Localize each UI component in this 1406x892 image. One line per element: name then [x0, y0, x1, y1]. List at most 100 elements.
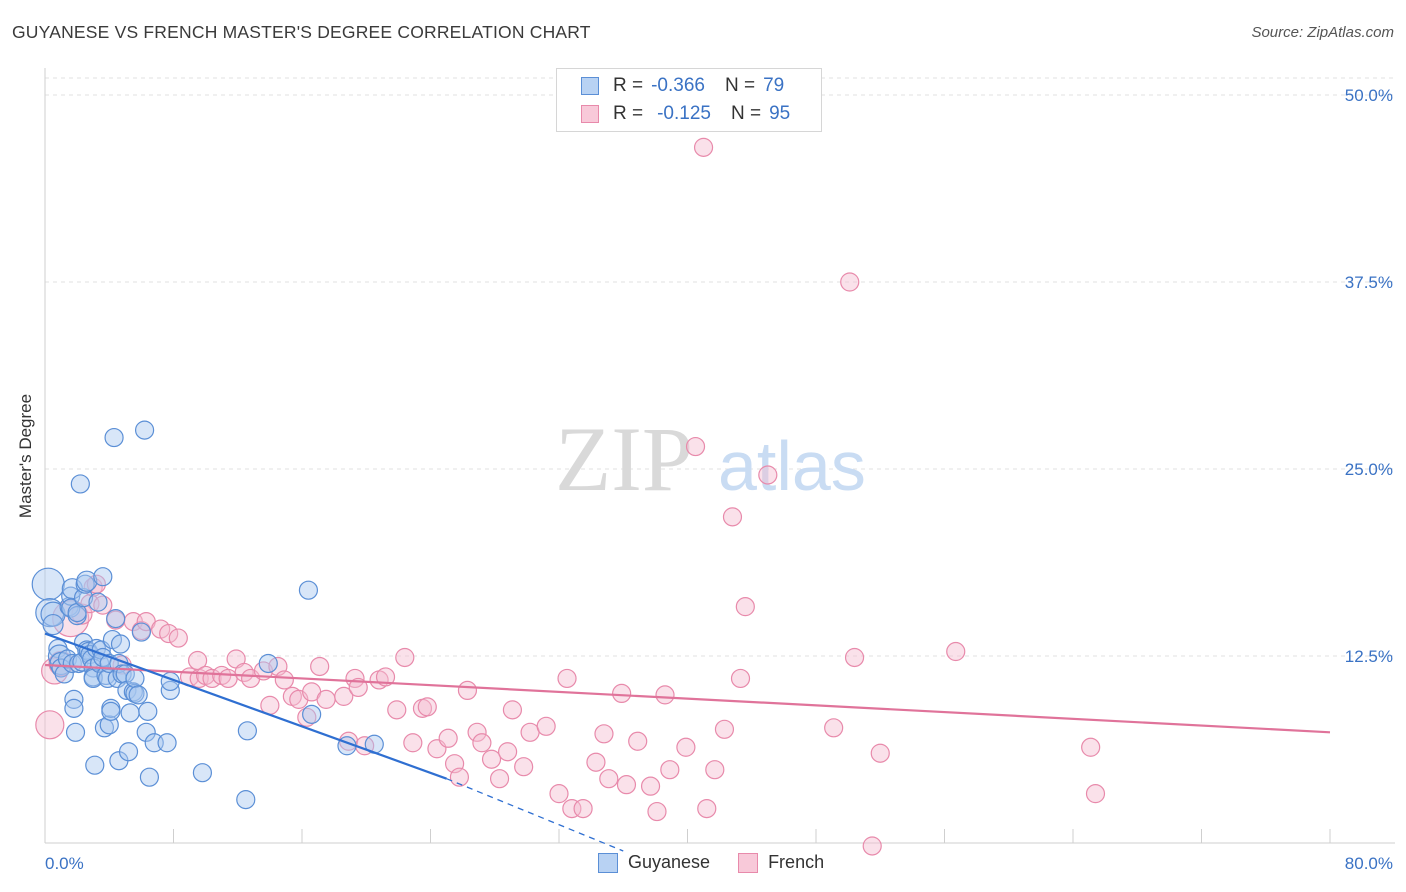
legend-item-guyanese[interactable]: Guyanese — [598, 852, 710, 873]
guyanese-legend-label: Guyanese — [628, 852, 711, 872]
french-point — [562, 798, 582, 819]
x-tick-label-min: 0.0% — [45, 854, 84, 873]
french-point — [714, 719, 735, 739]
french-point — [730, 668, 751, 689]
french-point — [481, 749, 502, 769]
guyanese-point — [31, 567, 65, 601]
guyanese-point — [65, 722, 86, 742]
french-point — [573, 798, 593, 819]
french-point — [489, 769, 510, 789]
french-point — [693, 137, 714, 157]
guyanese-point — [157, 733, 177, 753]
french-swatch — [581, 105, 599, 123]
y-tick-label: 12.5% — [1345, 647, 1393, 666]
french-point — [647, 801, 667, 822]
tick-labels: 12.5% 25.0% 37.5% 50.0% 0.0% 80.0% — [45, 86, 1393, 873]
french-point — [316, 689, 336, 709]
french-point — [586, 752, 606, 772]
guyanese-point — [192, 763, 213, 783]
guyanese-trend-extension — [446, 778, 624, 852]
french-point — [870, 743, 890, 763]
guyanese-point — [125, 683, 145, 704]
french-point — [375, 667, 396, 687]
french-legend-label: French — [768, 852, 825, 872]
guyanese-point — [85, 755, 105, 775]
guyanese-r-value: -0.366 — [651, 75, 705, 96]
guyanese-point — [120, 703, 140, 723]
guyanese-point — [42, 613, 64, 636]
french-point — [549, 784, 569, 804]
n-label: N = — [730, 103, 762, 124]
trend-lines — [44, 632, 1331, 852]
french-point — [722, 507, 743, 527]
french-point — [758, 465, 778, 485]
guyanese-swatch — [581, 77, 599, 95]
french-point — [824, 718, 844, 738]
french-point — [660, 760, 680, 780]
guyanese-point — [98, 668, 118, 689]
french-point — [274, 670, 294, 690]
french-point — [395, 647, 415, 668]
french-point — [844, 647, 865, 668]
guyanese-point — [134, 420, 155, 440]
french-point — [676, 737, 696, 757]
french-point — [449, 767, 470, 787]
french-point — [514, 757, 534, 777]
french-point — [840, 272, 860, 292]
guyanese-point — [298, 580, 319, 600]
french-point — [334, 686, 354, 706]
guyanese-point — [93, 567, 113, 587]
french-point — [310, 656, 330, 677]
x-tick-label-max: 80.0% — [1345, 854, 1393, 873]
french-point — [612, 683, 632, 704]
guyanese-point — [64, 698, 84, 718]
legend-row-guyanese: R = -0.366 N = 79 — [581, 73, 784, 99]
guyanese-point — [302, 704, 322, 724]
french-point — [502, 700, 523, 720]
guyanese-point — [118, 742, 139, 762]
guyanese-point — [62, 653, 82, 674]
french-point — [71, 603, 93, 625]
guyanese-point — [136, 722, 156, 742]
guyanese-point — [125, 668, 145, 689]
guyanese-point — [76, 570, 98, 592]
series-legend: Guyanese French — [598, 852, 852, 873]
french-point — [557, 668, 577, 689]
french-point — [599, 769, 619, 789]
guyanese-point — [96, 665, 116, 686]
y-tick-label: 50.0% — [1345, 86, 1393, 105]
watermark-atlas: atlas — [718, 427, 866, 505]
guyanese-point — [236, 790, 256, 810]
legend-item-french[interactable]: French — [738, 852, 824, 873]
y-axis-label: Master's Degree — [16, 393, 35, 519]
french-point — [35, 710, 65, 740]
guyanese-point — [138, 701, 158, 721]
french-point — [159, 623, 179, 644]
chart-title: GUYANESE VS FRENCH MASTER'S DEGREE CORRE… — [12, 22, 591, 42]
french-point — [467, 722, 487, 742]
source-label: Source: ZipAtlas.com — [1251, 24, 1394, 41]
french-point — [705, 760, 725, 780]
y-tick-label: 37.5% — [1345, 273, 1393, 292]
guyanese-point — [106, 608, 126, 629]
french-r-value: -0.125 — [657, 103, 711, 124]
french-point — [348, 677, 368, 698]
y-tick-label: 25.0% — [1345, 460, 1393, 479]
french-point — [168, 628, 188, 648]
guyanese-legend-swatch — [598, 852, 618, 873]
french-point — [472, 733, 492, 753]
french-n-value: 95 — [769, 103, 791, 124]
correlation-legend: R = -0.366 N = 79 R = -0.125 N = 95 — [556, 68, 822, 132]
french-point — [862, 836, 882, 856]
french-point — [946, 641, 966, 662]
french-point — [403, 733, 423, 753]
french-point — [697, 798, 717, 819]
guyanese-point — [110, 634, 131, 654]
watermark: ZIP atlas — [555, 408, 866, 510]
french-point — [438, 728, 458, 748]
guyanese-trend-line — [44, 632, 447, 780]
guyanese-n-value: 79 — [763, 75, 785, 96]
french-point — [536, 716, 556, 736]
french-point — [616, 775, 637, 795]
